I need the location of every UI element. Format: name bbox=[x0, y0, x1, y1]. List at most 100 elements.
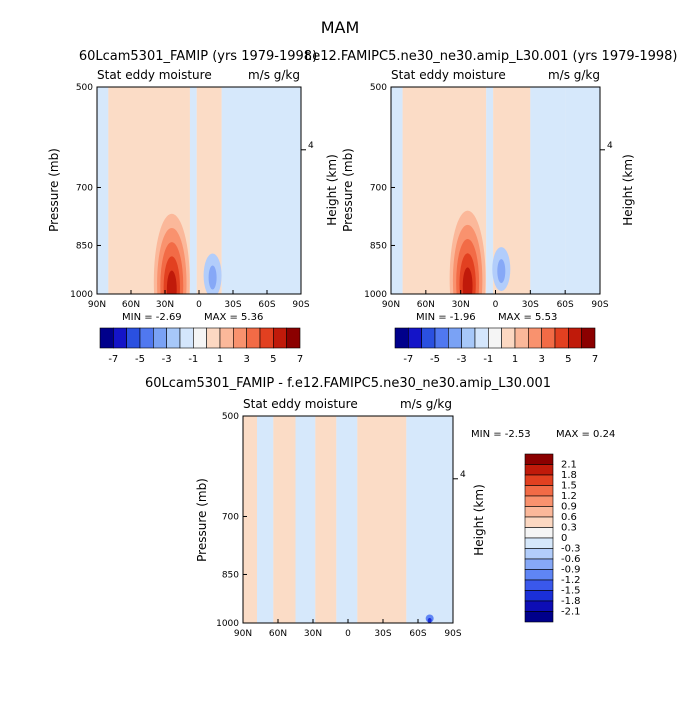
x-tick-label: 90N bbox=[234, 629, 252, 639]
colorbar-cell bbox=[113, 327, 127, 349]
y-axis-label: Pressure (mb) bbox=[47, 148, 61, 232]
colorbar-cell bbox=[514, 327, 529, 349]
field-band-neg bbox=[97, 87, 109, 294]
field-band-neg bbox=[267, 87, 301, 294]
colorbar-cell bbox=[408, 327, 422, 349]
colorbar-cell bbox=[528, 327, 542, 349]
min-label: MIN = -1.96 bbox=[416, 312, 476, 323]
colorbar-cell bbox=[524, 590, 554, 602]
colorbar: -7 -5 -3 -1 1 3 5 7 bbox=[99, 327, 303, 365]
colorbar: 2.11.81.51.20.90.60.30-0.3-0.6-0.9-1.2-1… bbox=[524, 453, 581, 623]
field-band-neg bbox=[406, 416, 453, 623]
y-tick-label: 1000 bbox=[70, 290, 93, 300]
y-tick-label: 700 bbox=[76, 183, 93, 193]
colorbar-cell bbox=[153, 327, 167, 349]
colorbar-cell bbox=[448, 327, 462, 349]
colorbar-cell bbox=[461, 327, 476, 349]
colorbar-cell bbox=[474, 327, 489, 349]
colorbar-label: -1 bbox=[188, 354, 198, 365]
plot-area: 90N 60N 30N 0 30S 60S 90S 500 700 850 1000 4 bbox=[216, 412, 466, 639]
colorbar-cell bbox=[524, 537, 554, 549]
right-axis-tick-label: 4 bbox=[607, 141, 613, 151]
colorbar-cell bbox=[99, 327, 114, 349]
colorbar-cell bbox=[524, 527, 554, 539]
field-min-core bbox=[208, 265, 217, 290]
panel-title: 60Lcam5301_FAMIP (yrs 1979-1998) bbox=[79, 49, 317, 64]
colorbar-label: 1 bbox=[512, 354, 518, 365]
figure-title: MAM bbox=[321, 18, 360, 37]
min-label: MIN = -2.53 bbox=[471, 429, 531, 440]
colorbar-label: 0.9 bbox=[561, 502, 577, 513]
panel-2: f.e12.FAMIPC5.ne30_ne30.amip_L30.001 (yr… bbox=[305, 49, 678, 365]
x-tick-label: 60N bbox=[269, 629, 287, 639]
panel-left-label: Stat eddy moisture bbox=[97, 68, 212, 82]
colorbar-cell bbox=[524, 600, 554, 612]
colorbar-cell bbox=[554, 327, 569, 349]
x-tick-label: 30N bbox=[156, 300, 174, 310]
field-min-core bbox=[427, 617, 432, 623]
field-min-core bbox=[497, 259, 506, 284]
field-band-neg bbox=[257, 416, 274, 623]
plot-area: 90N 60N 30N 0 30S 60S 90S 500 700 850 1000 4 bbox=[70, 83, 314, 310]
colorbar-cell bbox=[394, 327, 409, 349]
y-tick-label: 850 bbox=[222, 570, 239, 580]
colorbar-label: 5 bbox=[565, 354, 571, 365]
colorbar-cell bbox=[524, 453, 554, 465]
field-band-pos bbox=[357, 416, 383, 623]
colorbar-cell bbox=[193, 327, 207, 349]
colorbar-label: 1.8 bbox=[561, 470, 577, 481]
colorbar-cell bbox=[286, 327, 301, 349]
x-tick-label: 30S bbox=[522, 300, 539, 310]
y-tick-label: 850 bbox=[76, 241, 93, 251]
colorbar-label: -5 bbox=[135, 354, 145, 365]
x-tick-label: 60S bbox=[409, 629, 426, 639]
field-band-pos bbox=[315, 416, 337, 623]
colorbar-label: -0.3 bbox=[561, 544, 581, 555]
colorbar-cell bbox=[259, 327, 274, 349]
colorbar-label: 5 bbox=[270, 354, 276, 365]
field-band-neg bbox=[336, 416, 358, 623]
colorbar-cell bbox=[524, 516, 554, 528]
field-band-neg bbox=[221, 87, 267, 294]
field-band-neg bbox=[189, 87, 197, 294]
colorbar-label: -0.9 bbox=[561, 565, 581, 576]
x-tick-label: 90S bbox=[292, 300, 309, 310]
panel-right-label: m/s g/kg bbox=[400, 397, 452, 411]
colorbar-label: 7 bbox=[592, 354, 598, 365]
colorbar-cell bbox=[524, 579, 554, 591]
colorbar-label: -7 bbox=[108, 354, 118, 365]
colorbar-label: -1.8 bbox=[561, 596, 581, 607]
colorbar-label: -1.5 bbox=[561, 586, 581, 597]
colorbar-cell bbox=[434, 327, 449, 349]
colorbar-label: -5 bbox=[430, 354, 440, 365]
colorbar-cell bbox=[568, 327, 582, 349]
panel-left-label: Stat eddy moisture bbox=[391, 68, 506, 82]
y-tick-label: 1000 bbox=[216, 619, 239, 629]
colorbar-label: -2.1 bbox=[561, 607, 581, 618]
x-tick-label: 90S bbox=[591, 300, 608, 310]
max-label: MAX = 0.24 bbox=[556, 429, 615, 440]
x-tick-label: 0 bbox=[493, 300, 499, 310]
field-band-neg bbox=[565, 87, 600, 294]
right-axis-tick-label: 4 bbox=[460, 470, 466, 480]
colorbar-cell bbox=[524, 495, 554, 507]
field-band-pos bbox=[243, 416, 257, 623]
right-axis-label: Height (km) bbox=[621, 154, 635, 225]
y-tick-label: 500 bbox=[222, 412, 239, 422]
x-tick-label: 90N bbox=[88, 300, 106, 310]
min-label: MIN = -2.69 bbox=[122, 312, 182, 323]
colorbar-label: 2.1 bbox=[561, 460, 577, 471]
x-tick-label: 30S bbox=[374, 629, 391, 639]
x-tick-label: 90N bbox=[382, 300, 400, 310]
colorbar-cell bbox=[524, 558, 554, 570]
colorbar-cell bbox=[166, 327, 181, 349]
max-label: MAX = 5.36 bbox=[204, 312, 263, 323]
colorbar-cell bbox=[581, 327, 596, 349]
colorbar-label: -1.2 bbox=[561, 575, 581, 586]
y-tick-label: 500 bbox=[370, 83, 387, 93]
colorbar: -7 -5 -3 -1 1 3 5 7 bbox=[394, 327, 598, 365]
field-band-neg bbox=[391, 87, 403, 294]
colorbar-label: 1.2 bbox=[561, 491, 577, 502]
panel-left-label: Stat eddy moisture bbox=[243, 397, 358, 411]
